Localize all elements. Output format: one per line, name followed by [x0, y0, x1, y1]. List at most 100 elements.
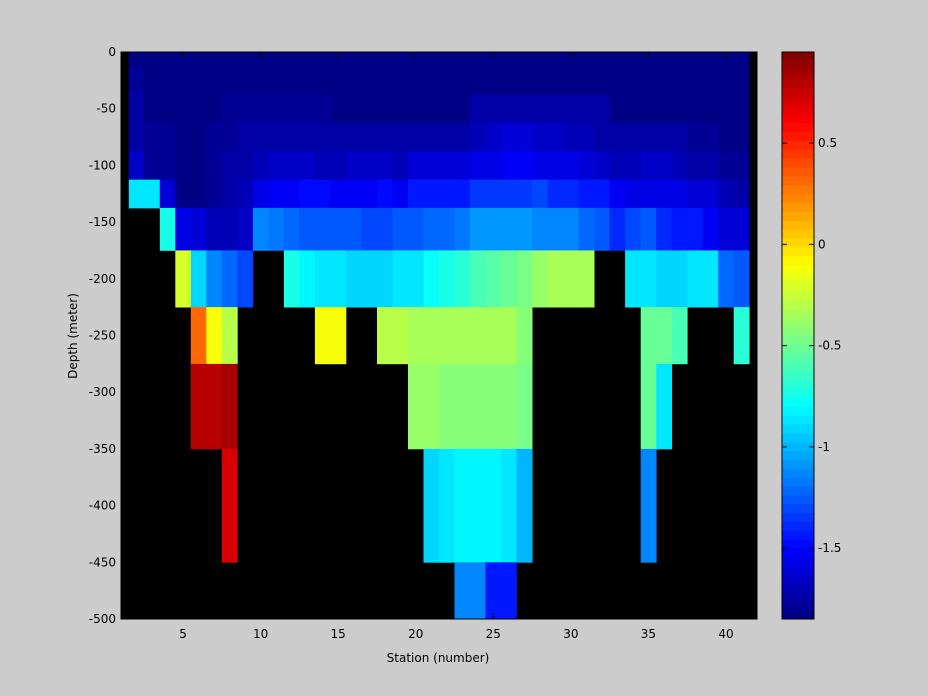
heatmap-cell	[175, 179, 192, 209]
heatmap-cell	[252, 179, 269, 209]
heatmap-cell	[578, 94, 595, 124]
heatmap-cell	[671, 207, 688, 251]
heatmap-cell	[702, 67, 719, 95]
colorbar-swatch	[782, 565, 814, 576]
heatmap-cell	[656, 207, 673, 251]
heatmap-cell	[439, 207, 455, 251]
heatmap-cell	[516, 363, 533, 450]
heatmap-cell	[501, 52, 517, 68]
heatmap-cell	[625, 52, 641, 68]
heatmap-cell	[283, 207, 300, 251]
heatmap-cell	[656, 250, 673, 308]
heatmap-cell	[640, 179, 657, 209]
y-tick-label: -400	[89, 499, 116, 513]
heatmap-cell	[609, 151, 626, 180]
heatmap-cell	[190, 250, 207, 308]
heatmap-cell	[330, 307, 347, 365]
heatmap-cell	[547, 52, 564, 68]
heatmap-cell	[206, 207, 223, 251]
colorbar-swatch	[782, 273, 814, 283]
y-tick-label: -200	[89, 272, 116, 286]
heatmap-cell	[206, 122, 223, 152]
colorbar-tick-label: 0	[818, 237, 826, 251]
heatmap-cell	[501, 179, 517, 209]
heatmap-cell	[563, 52, 579, 68]
heatmap-cell	[470, 250, 486, 308]
heatmap-cell	[159, 179, 176, 209]
heatmap-cell	[190, 151, 207, 180]
heatmap-cell	[733, 179, 750, 209]
heatmap-cell	[516, 207, 533, 251]
heatmap-cell	[547, 151, 564, 180]
heatmap-cell	[470, 207, 486, 251]
heatmap-cell	[283, 67, 300, 95]
heatmap-cell	[671, 122, 688, 152]
heatmap-cell	[470, 52, 486, 68]
heatmap-cell	[190, 179, 207, 209]
heatmap-cell	[206, 363, 223, 450]
heatmap-cell	[532, 67, 548, 95]
colorbar-tick-label: -1.5	[818, 541, 841, 555]
heatmap-cell	[547, 122, 564, 152]
heatmap-cell	[516, 307, 533, 365]
heatmap-cell	[345, 207, 362, 251]
colorbar-swatch	[782, 52, 814, 62]
heatmap-cell	[718, 250, 735, 308]
heatmap-cell	[144, 122, 161, 152]
heatmap-cell	[423, 448, 440, 563]
colorbar-swatch	[782, 158, 814, 168]
x-tick-label: 15	[331, 627, 346, 641]
heatmap-cell	[423, 363, 440, 450]
heatmap-cell	[361, 250, 378, 308]
heatmap-cell	[687, 179, 704, 209]
heatmap-cell	[563, 67, 579, 95]
x-tick-label: 20	[408, 627, 423, 641]
heatmap-cell	[190, 67, 207, 95]
heatmap-cell	[594, 179, 610, 209]
colorbar-swatch	[782, 512, 814, 522]
heatmap-cell	[687, 67, 704, 95]
heatmap-cell	[640, 122, 657, 152]
colorbar-swatch	[782, 229, 814, 239]
heatmap-cell	[702, 179, 719, 209]
heatmap-cell	[175, 207, 192, 251]
heatmap-cell	[345, 67, 362, 95]
heatmap-cell	[733, 67, 750, 95]
heatmap-cell	[283, 52, 300, 68]
heatmap-cell	[640, 207, 657, 251]
heatmap-cell	[485, 363, 502, 450]
heatmap-cell	[268, 179, 285, 209]
heatmap-cell	[361, 94, 378, 124]
colorbar-swatch	[782, 415, 814, 425]
heatmap-cell	[330, 207, 347, 251]
heatmap-cell	[330, 122, 347, 152]
heatmap-cell	[485, 151, 502, 180]
heatmap-cell	[625, 151, 641, 180]
colorbar-swatch	[782, 486, 814, 496]
heatmap-cell	[423, 52, 440, 68]
heatmap-cell	[516, 448, 533, 563]
heatmap-cell	[733, 207, 750, 251]
heatmap-cell	[454, 94, 471, 124]
heatmap-cell	[470, 122, 486, 152]
heatmap-cell	[206, 67, 223, 95]
heatmap-cell	[702, 151, 719, 180]
heatmap-cell	[656, 179, 673, 209]
colorbar-swatch	[782, 548, 814, 558]
heatmap-cell	[206, 307, 223, 365]
colorbar-swatch	[782, 370, 814, 381]
heatmap-cell	[377, 67, 393, 95]
heatmap-cell	[237, 207, 254, 251]
colorbar-swatch	[782, 450, 814, 460]
heatmap-cell	[454, 67, 471, 95]
heatmap-cell	[361, 52, 378, 68]
heatmap-cell	[268, 94, 285, 124]
heatmap-cell	[377, 250, 393, 308]
heatmap-cell	[314, 179, 331, 209]
heatmap-cell	[377, 207, 393, 251]
heatmap-cell	[439, 250, 455, 308]
y-tick-label: -300	[89, 385, 116, 399]
heatmap-cell	[609, 67, 626, 95]
heatmap-cell	[252, 207, 269, 251]
